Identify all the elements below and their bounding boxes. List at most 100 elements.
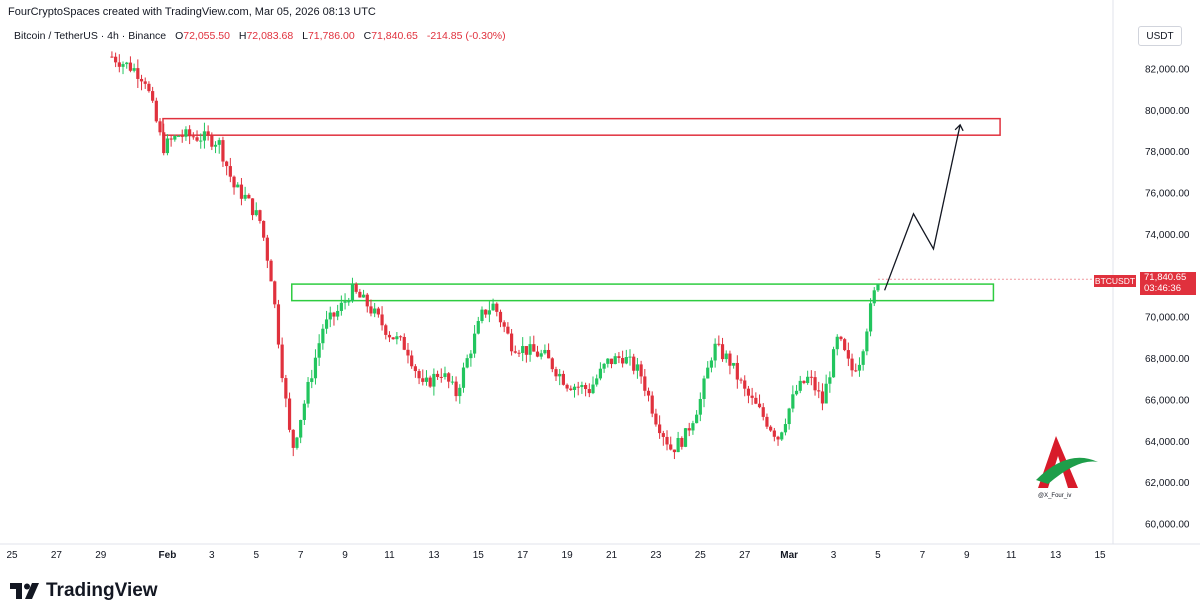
candle-body xyxy=(854,370,858,372)
candle-body xyxy=(291,429,295,448)
candle-body xyxy=(565,384,569,389)
candle-body xyxy=(139,78,144,82)
symbol-label[interactable]: Bitcoin / TetherUS · 4h · Binance xyxy=(14,30,167,42)
change-value: -214.85 (-0.30%) xyxy=(426,30,506,42)
y-tick-label: 60,000.00 xyxy=(1145,520,1190,531)
candle-body xyxy=(576,386,580,388)
candle-body xyxy=(635,364,640,371)
tradingview-brand[interactable]: TradingView xyxy=(10,580,158,602)
x-tick-label: 3 xyxy=(209,550,215,561)
candle-body xyxy=(410,355,414,367)
candle-body xyxy=(554,369,558,377)
candle-body xyxy=(206,131,210,136)
candle-body xyxy=(780,432,784,440)
candle-body xyxy=(772,430,776,437)
candle-body xyxy=(347,301,351,303)
candle-body xyxy=(373,308,377,314)
candle-body xyxy=(262,220,266,238)
candle-body xyxy=(110,56,114,58)
candle-body xyxy=(865,331,869,352)
ohlc-legend: Bitcoin / TetherUS · 4h · Binance O72,05… xyxy=(14,30,506,42)
candle-body xyxy=(876,284,880,291)
candle-body xyxy=(176,135,181,137)
x-axis[interactable]: 25 27 29 Feb 3 5 7 9 11 13 15 17 19 21 23 25 27 Mar 3 5 7 9 11… xyxy=(6,550,1106,561)
candle-body xyxy=(824,383,828,404)
candle-body xyxy=(210,135,214,147)
candle-body xyxy=(125,62,129,65)
candle-body xyxy=(402,336,406,350)
x-tick-label: 13 xyxy=(1050,550,1062,561)
y-tick-label: 80,000.00 xyxy=(1145,106,1190,117)
currency-selector[interactable]: USDT xyxy=(1138,26,1182,46)
candle-body xyxy=(114,56,118,63)
candle-body xyxy=(317,343,321,358)
x-tick-label: 3 xyxy=(831,550,837,561)
candle-body xyxy=(487,310,491,315)
candle-body xyxy=(846,350,850,359)
candle-body xyxy=(424,377,429,382)
y-tick-label: 68,000.00 xyxy=(1145,354,1190,365)
author-logo xyxy=(1036,436,1098,488)
last-price-value: 71,840.65 xyxy=(1144,272,1187,283)
symbol-price-tag: BTCUSDT xyxy=(1094,275,1136,287)
x-tick-label: 27 xyxy=(739,550,751,561)
candle-body xyxy=(421,378,425,382)
candle-body xyxy=(202,131,207,141)
candle-body xyxy=(258,210,262,221)
candle-body xyxy=(269,260,273,282)
x-tick-label: 29 xyxy=(95,550,107,561)
candle-body xyxy=(776,436,780,440)
candle-body xyxy=(228,166,232,177)
candle-body xyxy=(624,357,628,364)
chart-credit: FourCryptoSpaces created with TradingVie… xyxy=(8,6,376,18)
x-tick-label: Feb xyxy=(159,550,177,561)
candle-body xyxy=(761,407,765,417)
candle-body xyxy=(546,349,551,359)
candle-body xyxy=(550,358,554,370)
y-tick-label: 70,000.00 xyxy=(1145,313,1190,324)
candle-body xyxy=(250,198,255,216)
x-tick-label: 27 xyxy=(51,550,63,561)
candle-body xyxy=(802,380,806,384)
x-tick-label: Mar xyxy=(780,550,798,561)
candle-body xyxy=(454,381,458,397)
candle-body xyxy=(280,344,284,379)
candle-body xyxy=(169,138,173,140)
candle-body xyxy=(384,325,388,335)
candle-body xyxy=(724,353,728,360)
candle-body xyxy=(391,337,395,340)
candle-body xyxy=(561,373,566,385)
candle-body xyxy=(695,414,699,424)
candle-body xyxy=(143,81,147,84)
projection-layer xyxy=(877,123,1113,291)
candle-body xyxy=(683,428,688,447)
candle-body xyxy=(310,378,314,382)
x-tick-label: 5 xyxy=(253,550,259,561)
candle-body xyxy=(857,364,862,371)
last-price-tag: 71,840.65 03:46:36 xyxy=(1140,272,1196,295)
candle-body xyxy=(132,68,136,71)
high-label: H xyxy=(238,30,247,42)
candle-body xyxy=(239,184,244,199)
candle-body xyxy=(691,423,695,431)
y-tick-label: 76,000.00 xyxy=(1145,189,1190,200)
candle-body xyxy=(809,376,813,378)
candle-body xyxy=(872,290,876,304)
candle-body xyxy=(706,367,710,379)
y-axis[interactable]: 82,000.00 80,000.00 78,000.00 76,000.00 74,0… xyxy=(1145,65,1190,531)
candle-body xyxy=(806,376,810,384)
candle-body xyxy=(484,309,488,315)
candle-body xyxy=(598,368,603,379)
candle-body xyxy=(324,319,329,329)
candle-body xyxy=(828,377,832,384)
candle-body xyxy=(739,379,743,381)
candle-body xyxy=(117,62,121,67)
candle-body xyxy=(376,308,380,315)
candle-body xyxy=(151,91,155,101)
candle-body xyxy=(713,343,717,361)
candle-body xyxy=(532,344,536,352)
x-tick-label: 11 xyxy=(1006,550,1017,561)
candle-body xyxy=(654,413,658,425)
candle-body xyxy=(817,390,821,392)
